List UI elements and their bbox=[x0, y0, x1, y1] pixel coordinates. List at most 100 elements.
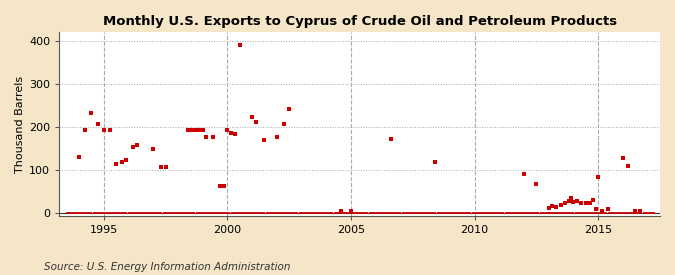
Point bbox=[273, 211, 284, 215]
Point bbox=[626, 211, 637, 215]
Point bbox=[201, 135, 212, 140]
Point bbox=[117, 160, 128, 164]
Point bbox=[595, 211, 605, 215]
Point bbox=[514, 211, 525, 215]
Point bbox=[465, 211, 476, 215]
Point bbox=[333, 211, 344, 215]
Point bbox=[325, 211, 335, 215]
Point bbox=[608, 211, 618, 215]
Point bbox=[208, 211, 219, 215]
Point bbox=[115, 211, 126, 215]
Point bbox=[603, 207, 614, 211]
Point bbox=[284, 211, 294, 215]
Point bbox=[111, 211, 122, 215]
Point bbox=[430, 211, 441, 215]
Point bbox=[566, 211, 577, 215]
Point bbox=[70, 211, 80, 215]
Point bbox=[242, 211, 253, 215]
Point bbox=[566, 196, 576, 200]
Point bbox=[601, 211, 612, 215]
Point bbox=[228, 211, 239, 215]
Point bbox=[551, 205, 562, 209]
Point bbox=[300, 211, 311, 215]
Point bbox=[403, 211, 414, 215]
Point bbox=[618, 211, 628, 215]
Point bbox=[506, 211, 517, 215]
Point bbox=[348, 211, 358, 215]
Point bbox=[522, 211, 533, 215]
Point bbox=[140, 211, 151, 215]
Point bbox=[416, 211, 427, 215]
Point bbox=[286, 211, 297, 215]
Point bbox=[551, 211, 562, 215]
Point bbox=[212, 211, 223, 215]
Point bbox=[516, 211, 527, 215]
Point bbox=[346, 211, 356, 215]
Point bbox=[134, 211, 144, 215]
Point bbox=[313, 211, 323, 215]
Point bbox=[387, 211, 398, 215]
Point bbox=[90, 211, 101, 215]
Point bbox=[225, 131, 236, 135]
Point bbox=[461, 211, 472, 215]
Point bbox=[284, 107, 294, 112]
Point bbox=[537, 211, 548, 215]
Point bbox=[125, 211, 136, 215]
Point bbox=[585, 211, 595, 215]
Point bbox=[391, 211, 402, 215]
Point bbox=[97, 211, 107, 215]
Point bbox=[597, 211, 608, 215]
Point bbox=[167, 211, 178, 215]
Point bbox=[275, 211, 286, 215]
Point bbox=[257, 211, 268, 215]
Point bbox=[508, 211, 519, 215]
Point bbox=[488, 211, 499, 215]
Point bbox=[483, 211, 494, 215]
Point bbox=[82, 211, 92, 215]
Point bbox=[80, 128, 90, 132]
Point bbox=[271, 211, 282, 215]
Point bbox=[383, 211, 394, 215]
Point bbox=[335, 209, 346, 214]
Point bbox=[152, 211, 163, 215]
Point bbox=[222, 211, 233, 215]
Point bbox=[389, 211, 400, 215]
Point bbox=[190, 128, 200, 132]
Point bbox=[634, 211, 645, 215]
Point bbox=[373, 211, 383, 215]
Point bbox=[352, 211, 362, 215]
Point bbox=[80, 211, 90, 215]
Point bbox=[399, 211, 410, 215]
Point bbox=[364, 211, 375, 215]
Point bbox=[414, 211, 425, 215]
Point bbox=[568, 200, 579, 204]
Point bbox=[406, 211, 416, 215]
Point bbox=[103, 211, 113, 215]
Point bbox=[121, 211, 132, 215]
Point bbox=[203, 211, 214, 215]
Point bbox=[247, 211, 258, 215]
Point bbox=[191, 211, 202, 215]
Point bbox=[72, 211, 82, 215]
Point bbox=[432, 211, 443, 215]
Point bbox=[197, 211, 208, 215]
Point bbox=[240, 211, 251, 215]
Point bbox=[329, 211, 340, 215]
Point bbox=[236, 211, 247, 215]
Point bbox=[68, 211, 78, 215]
Point bbox=[271, 135, 282, 140]
Point bbox=[136, 211, 146, 215]
Point bbox=[397, 211, 408, 215]
Point bbox=[504, 211, 515, 215]
Point bbox=[642, 211, 653, 215]
Point bbox=[618, 155, 628, 160]
Point bbox=[162, 211, 173, 215]
Point bbox=[593, 211, 603, 215]
Point bbox=[622, 211, 632, 215]
Point bbox=[424, 211, 435, 215]
Point bbox=[605, 211, 616, 215]
Point bbox=[132, 142, 142, 147]
Point bbox=[302, 211, 313, 215]
Point bbox=[201, 211, 212, 215]
Point bbox=[146, 211, 157, 215]
